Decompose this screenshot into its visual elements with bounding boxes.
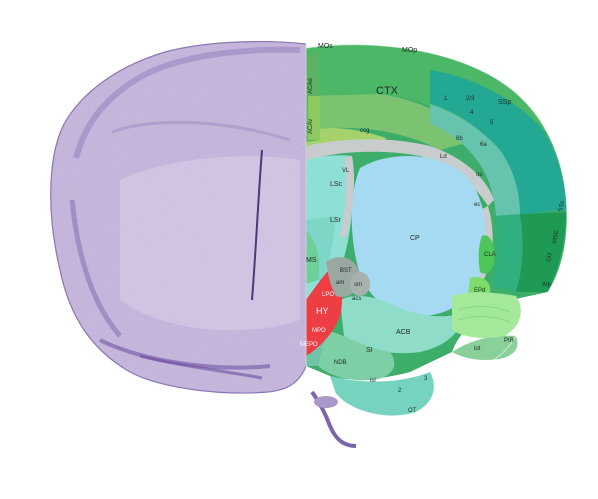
- label-sss: SSs: [558, 200, 566, 212]
- layer-1: 1: [444, 96, 448, 102]
- label-lpo: LPO: [322, 292, 334, 298]
- region-ssp: [430, 70, 566, 214]
- region-cla: [478, 235, 495, 274]
- region-acb: [340, 295, 466, 354]
- label-cla: CLA: [484, 252, 496, 258]
- label-aip: AIp: [542, 282, 552, 288]
- label-si: SI: [366, 347, 373, 354]
- label-visc: VISC: [552, 229, 560, 244]
- label-ms: MS: [306, 257, 317, 264]
- region-ccg: [306, 139, 494, 206]
- layer-4: 4: [470, 110, 474, 116]
- label-acav: ACAv: [308, 119, 314, 134]
- label-lot: lot: [474, 346, 481, 352]
- label-mepo: MEPO: [300, 342, 318, 348]
- layer-2: 2: [398, 388, 402, 394]
- label-am: am: [336, 280, 344, 286]
- label-bst: BST: [340, 268, 352, 274]
- label-pir: PIR: [504, 338, 515, 344]
- region-labels: MOs MOp SSp CTX ACAd ACAv ccg LSc LSr CP…: [300, 43, 566, 414]
- label-ndb: NDB: [334, 360, 347, 366]
- label-ot: OT: [408, 408, 417, 414]
- label-mop: MOp: [402, 47, 417, 54]
- label-ccg: ccg: [360, 128, 369, 134]
- label-ctx: CTX: [376, 85, 399, 97]
- label-vl: VL: [342, 168, 350, 174]
- region-sm: [350, 272, 370, 296]
- layer-6b: 6b: [456, 136, 463, 142]
- label-ec: ec: [474, 202, 480, 208]
- layer-3: 3: [424, 376, 428, 382]
- label-mos: MOs: [318, 43, 333, 50]
- layer-23: 2/3: [466, 96, 475, 102]
- label-isl: isl: [370, 378, 376, 384]
- label-acs: acs: [352, 296, 361, 302]
- nissl-hemisphere-icon: [50, 41, 357, 448]
- label-epd: EPd: [474, 288, 485, 294]
- label-os: os: [476, 172, 482, 178]
- label-ld: Ld: [440, 154, 447, 160]
- label-hy: HY: [316, 306, 329, 316]
- label-cp: CP: [410, 235, 420, 242]
- label-ssp: SSp: [498, 99, 511, 106]
- region-si: [318, 330, 395, 381]
- region-ot: [330, 372, 434, 416]
- layer-6a: 6a: [480, 142, 487, 148]
- label-gu: GU: [546, 252, 553, 262]
- label-acad: ACAd: [308, 78, 314, 94]
- label-lsc: LSc: [330, 181, 343, 188]
- label-sm: sm: [354, 282, 362, 288]
- label-acb: ACB: [396, 329, 411, 336]
- label-mpo: MPO: [312, 328, 326, 334]
- atlas-hemisphere: [305, 44, 568, 417]
- region-cp: [351, 156, 486, 316]
- layer-5: 5: [490, 120, 494, 126]
- label-lsr: LSr: [330, 217, 342, 224]
